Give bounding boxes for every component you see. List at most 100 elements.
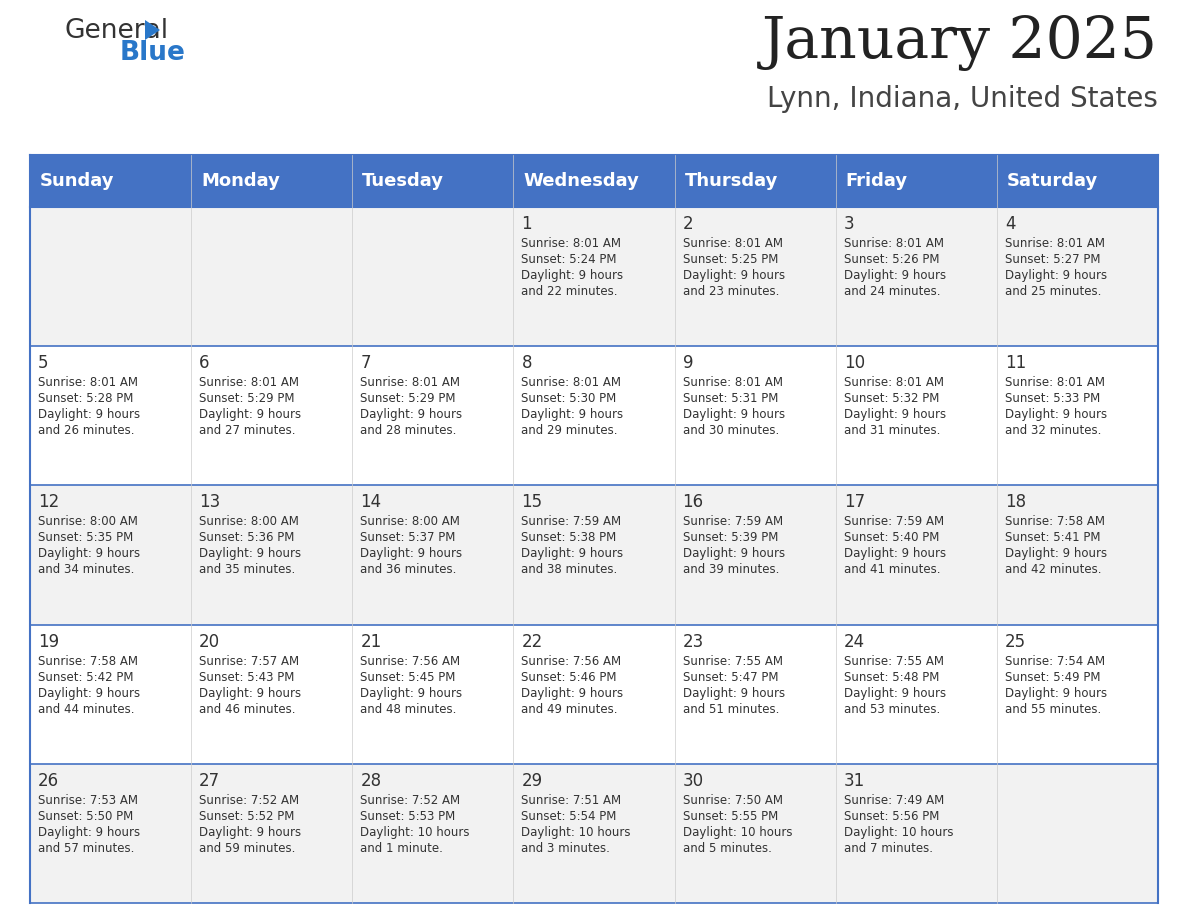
Text: Sunrise: 8:01 AM: Sunrise: 8:01 AM [1005, 376, 1105, 389]
Text: 22: 22 [522, 633, 543, 651]
Text: Sunrise: 8:01 AM: Sunrise: 8:01 AM [522, 376, 621, 389]
Bar [675, 764, 835, 903]
Text: Daylight: 10 hours: Daylight: 10 hours [522, 826, 631, 839]
Text: Sunset: 5:55 PM: Sunset: 5:55 PM [683, 810, 778, 823]
Bar [835, 624, 997, 764]
Text: 6: 6 [200, 354, 209, 372]
Text: Sunrise: 7:56 AM: Sunrise: 7:56 AM [360, 655, 461, 667]
Bar [191, 486, 353, 624]
Bar [30, 486, 191, 624]
Text: Sunset: 5:47 PM: Sunset: 5:47 PM [683, 671, 778, 684]
Text: Monday: Monday [201, 172, 280, 190]
Text: and 25 minutes.: and 25 minutes. [1005, 285, 1101, 298]
Text: Blue: Blue [120, 40, 185, 66]
Text: Daylight: 9 hours: Daylight: 9 hours [200, 547, 302, 560]
Text: and 55 minutes.: and 55 minutes. [1005, 702, 1101, 716]
Text: Sunrise: 7:49 AM: Sunrise: 7:49 AM [843, 794, 944, 807]
Bar [997, 624, 1158, 764]
Bar [675, 486, 835, 624]
Text: 2: 2 [683, 215, 693, 233]
Text: Daylight: 9 hours: Daylight: 9 hours [683, 547, 785, 560]
Text: Sunset: 5:32 PM: Sunset: 5:32 PM [843, 392, 939, 405]
Text: 13: 13 [200, 493, 221, 511]
Text: and 49 minutes.: and 49 minutes. [522, 702, 618, 716]
Text: Sunset: 5:40 PM: Sunset: 5:40 PM [843, 532, 939, 544]
Text: 10: 10 [843, 354, 865, 372]
Bar [835, 346, 997, 486]
Text: Daylight: 10 hours: Daylight: 10 hours [843, 826, 953, 839]
Text: Daylight: 9 hours: Daylight: 9 hours [843, 409, 946, 421]
Text: Friday: Friday [846, 172, 908, 190]
Text: 11: 11 [1005, 354, 1026, 372]
Text: General: General [65, 18, 169, 44]
Text: Sunrise: 7:55 AM: Sunrise: 7:55 AM [683, 655, 783, 667]
Text: Sunset: 5:39 PM: Sunset: 5:39 PM [683, 532, 778, 544]
Bar [835, 764, 997, 903]
Text: Sunset: 5:53 PM: Sunset: 5:53 PM [360, 810, 455, 823]
Text: Daylight: 9 hours: Daylight: 9 hours [360, 687, 462, 700]
Bar [675, 346, 835, 486]
Text: and 41 minutes.: and 41 minutes. [843, 564, 940, 577]
Text: 1: 1 [522, 215, 532, 233]
Text: Lynn, Indiana, United States: Lynn, Indiana, United States [767, 85, 1158, 113]
Text: Sunset: 5:26 PM: Sunset: 5:26 PM [843, 253, 940, 266]
Bar [997, 486, 1158, 624]
Text: Sunset: 5:31 PM: Sunset: 5:31 PM [683, 392, 778, 405]
Text: 21: 21 [360, 633, 381, 651]
Text: Sunset: 5:25 PM: Sunset: 5:25 PM [683, 253, 778, 266]
Text: Sunrise: 7:53 AM: Sunrise: 7:53 AM [38, 794, 138, 807]
Text: and 31 minutes.: and 31 minutes. [843, 424, 940, 437]
Text: and 53 minutes.: and 53 minutes. [843, 702, 940, 716]
Bar [835, 207, 997, 346]
Text: Daylight: 9 hours: Daylight: 9 hours [38, 826, 140, 839]
Text: Saturday: Saturday [1007, 172, 1098, 190]
Text: Sunrise: 8:01 AM: Sunrise: 8:01 AM [1005, 237, 1105, 250]
Bar [30, 207, 191, 346]
Text: Sunrise: 7:52 AM: Sunrise: 7:52 AM [360, 794, 461, 807]
Text: Sunset: 5:27 PM: Sunset: 5:27 PM [1005, 253, 1100, 266]
Text: 23: 23 [683, 633, 703, 651]
Text: and 48 minutes.: and 48 minutes. [360, 702, 456, 716]
Text: and 57 minutes.: and 57 minutes. [38, 842, 134, 855]
Text: Sunrise: 7:50 AM: Sunrise: 7:50 AM [683, 794, 783, 807]
Text: 30: 30 [683, 772, 703, 789]
Text: Daylight: 9 hours: Daylight: 9 hours [38, 687, 140, 700]
Text: 3: 3 [843, 215, 854, 233]
Text: Sunset: 5:29 PM: Sunset: 5:29 PM [200, 392, 295, 405]
Text: and 3 minutes.: and 3 minutes. [522, 842, 611, 855]
Text: 9: 9 [683, 354, 693, 372]
Text: Daylight: 9 hours: Daylight: 9 hours [522, 687, 624, 700]
Bar [353, 346, 513, 486]
Bar [191, 764, 353, 903]
Text: Sunset: 5:56 PM: Sunset: 5:56 PM [843, 810, 939, 823]
Text: Sunrise: 7:56 AM: Sunrise: 7:56 AM [522, 655, 621, 667]
Text: 7: 7 [360, 354, 371, 372]
Text: Daylight: 9 hours: Daylight: 9 hours [360, 547, 462, 560]
Bar [30, 624, 191, 764]
Bar [675, 207, 835, 346]
Text: Sunrise: 8:00 AM: Sunrise: 8:00 AM [200, 515, 299, 529]
Text: Daylight: 9 hours: Daylight: 9 hours [843, 269, 946, 282]
Text: and 7 minutes.: and 7 minutes. [843, 842, 933, 855]
Text: Daylight: 10 hours: Daylight: 10 hours [683, 826, 792, 839]
Bar [353, 486, 513, 624]
Text: and 27 minutes.: and 27 minutes. [200, 424, 296, 437]
Text: Sunrise: 8:00 AM: Sunrise: 8:00 AM [360, 515, 460, 529]
Text: Wednesday: Wednesday [524, 172, 639, 190]
Text: Sunrise: 7:59 AM: Sunrise: 7:59 AM [843, 515, 943, 529]
Text: Daylight: 9 hours: Daylight: 9 hours [843, 687, 946, 700]
Text: Sunrise: 8:01 AM: Sunrise: 8:01 AM [683, 237, 783, 250]
Text: and 46 minutes.: and 46 minutes. [200, 702, 296, 716]
Text: Daylight: 9 hours: Daylight: 9 hours [522, 409, 624, 421]
Text: 8: 8 [522, 354, 532, 372]
Text: Daylight: 9 hours: Daylight: 9 hours [1005, 409, 1107, 421]
Text: 18: 18 [1005, 493, 1026, 511]
Text: 25: 25 [1005, 633, 1026, 651]
Text: Sunset: 5:46 PM: Sunset: 5:46 PM [522, 671, 617, 684]
Text: 24: 24 [843, 633, 865, 651]
Bar [513, 346, 675, 486]
Text: 12: 12 [38, 493, 59, 511]
Text: Sunrise: 8:01 AM: Sunrise: 8:01 AM [360, 376, 460, 389]
Bar [30, 346, 191, 486]
Bar [30, 764, 191, 903]
